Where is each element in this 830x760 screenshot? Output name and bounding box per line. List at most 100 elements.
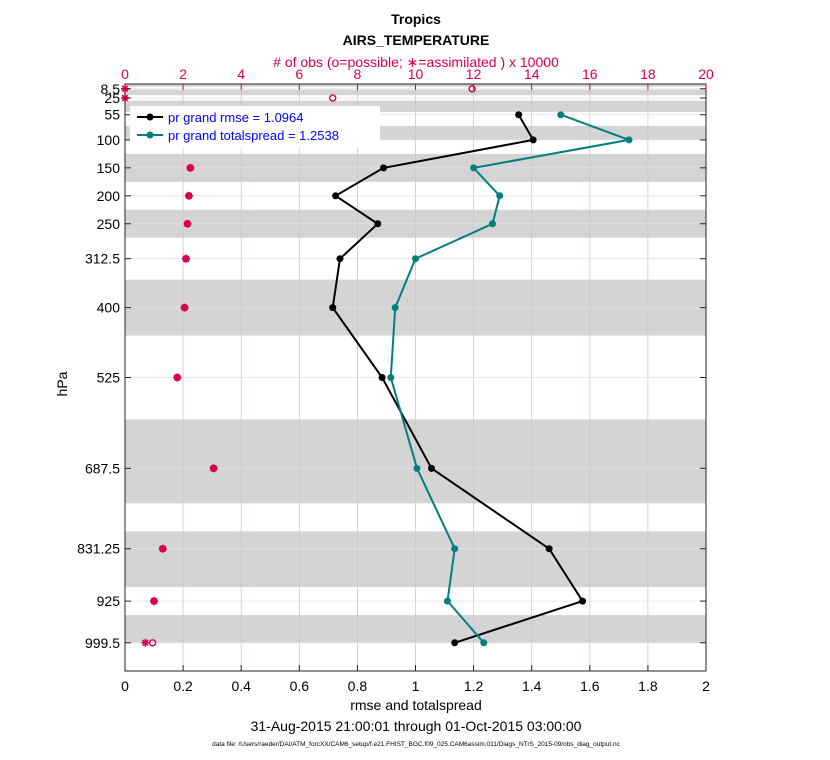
y-tick-label: 25 [104, 90, 120, 106]
obs-assimilated-marker [173, 373, 182, 382]
x-axis-label: rmse and totalspread [350, 697, 482, 713]
totalspread-point [451, 545, 459, 553]
obs-star-stroke [186, 164, 194, 172]
obs-star-stroke [181, 304, 188, 311]
y-tick-label: 999.5 [85, 635, 120, 651]
rmse-point [378, 374, 386, 381]
totalspread-point [480, 639, 488, 647]
top-tick-label: 14 [524, 66, 540, 82]
totalspread-point [443, 597, 451, 605]
top-tick-label: 18 [640, 66, 656, 82]
rmse-point [579, 597, 587, 605]
obs-assimilated-marker [180, 303, 189, 312]
obs-assimilated-marker [209, 464, 218, 473]
totalspread-line [389, 113, 633, 644]
obs-assimilated-marker [141, 638, 150, 647]
x-tick-label: 1.2 [464, 678, 484, 694]
rmse-point [545, 545, 553, 553]
totalspread-point [557, 111, 565, 119]
obs-possible-marker [468, 85, 476, 93]
legend-spread-marker [146, 131, 154, 139]
obs-star-stroke [141, 639, 149, 647]
legend-spread-label: pr grand totalspread = 1.2538 [168, 128, 339, 143]
y-tick-label: 312.5 [85, 251, 120, 267]
obs-star-stroke [184, 220, 191, 228]
chart-subtitle: AIRS_TEMPERATURE [343, 32, 490, 48]
rmse-point [427, 464, 435, 472]
rmse-line [331, 114, 585, 644]
totalspread-point [496, 192, 504, 200]
y-tick-label: 100 [97, 132, 121, 148]
x-tick-label: 1 [412, 678, 420, 694]
totalspread-point [470, 164, 478, 172]
y-tick-label: 200 [97, 188, 121, 204]
y-tick-label: 831.25 [77, 541, 120, 557]
top-tick-label: 12 [466, 66, 482, 82]
top-tick-label: 20 [698, 66, 714, 82]
top-tick-label: 2 [179, 66, 187, 82]
top-tick-label: 4 [237, 66, 245, 82]
rmse-point [380, 164, 388, 172]
x-tick-label: 0.2 [173, 678, 193, 694]
legend-rmse-marker [146, 113, 154, 121]
legend: pr grand rmse = 1.0964 pr grand totalspr… [130, 106, 380, 148]
series-layer [329, 111, 633, 647]
top-tick-label: 8 [354, 66, 362, 82]
y-tick-label: 925 [97, 593, 121, 609]
x-tick-label: 1.6 [580, 678, 600, 694]
rmse-point [529, 136, 537, 144]
obs-possible-marker [329, 94, 337, 102]
rmse-point [332, 192, 340, 200]
totalspread-point [412, 255, 419, 263]
totalspread-point [413, 464, 421, 472]
top-axis-ticks: 0 2 4 6 8 10 12 14 16 18 20 [121, 66, 714, 90]
y-tick-label: 8.5 [101, 81, 121, 97]
top-tick-label: 0 [121, 66, 129, 82]
obs-assimilated-marker [158, 544, 167, 553]
totalspread-point [391, 304, 399, 312]
obs-star-stroke [150, 597, 158, 605]
x-tick-label: 0 [121, 678, 129, 694]
obs-star-stroke [185, 192, 193, 200]
y-tick-label: 250 [97, 216, 121, 232]
rmse-point [336, 255, 344, 263]
rmse-point [329, 304, 337, 312]
x-tick-label: 0.6 [290, 678, 310, 694]
top-axis-label: # of obs (o=possible; ∗=assimilated ) x … [273, 54, 559, 70]
y-tick-label: 687.5 [85, 460, 120, 476]
totalspread-point [387, 374, 395, 381]
obs-star-stroke [159, 545, 167, 553]
obs-star-stroke [182, 255, 190, 263]
legend-box [130, 106, 380, 148]
obs-assimilated-marker [183, 219, 192, 228]
totalspread-point [488, 220, 496, 228]
x-tick-label: 0.4 [231, 678, 251, 694]
top-tick-label: 6 [295, 66, 303, 82]
y-axis-label: hPa [54, 371, 70, 396]
x-axis-ticks: 0 0.2 0.4 0.6 0.8 1 1.2 1.4 1.6 1.8 2 [121, 665, 710, 694]
chart-title: Tropics [391, 11, 441, 27]
rmse-point [515, 111, 523, 119]
rmse-point [451, 639, 459, 647]
obs-assimilated-marker [184, 191, 193, 200]
obs-assimilated-marker [182, 254, 191, 263]
obs-assimilated-marker [186, 163, 195, 172]
y-tick-label: 150 [97, 160, 121, 176]
rmse-point [374, 220, 382, 228]
obs-possible-marker [148, 639, 157, 647]
x-tick-label: 1.8 [638, 678, 658, 694]
top-tick-label: 10 [408, 66, 424, 82]
legend-rmse-label: pr grand rmse = 1.0964 [168, 110, 304, 125]
obs-star-stroke [173, 374, 181, 381]
top-tick-label: 16 [582, 66, 598, 82]
date-range: 31-Aug-2015 21:00:01 through 01-Oct-2015… [251, 718, 582, 734]
y-tick-label: 400 [97, 300, 121, 316]
y-tick-label: 55 [104, 107, 120, 123]
x-tick-label: 1.4 [522, 678, 542, 694]
totalspread-point [625, 136, 633, 144]
x-tick-label: 2 [702, 678, 710, 694]
y-tick-label: 525 [97, 370, 121, 386]
x-tick-label: 0.8 [348, 678, 368, 694]
